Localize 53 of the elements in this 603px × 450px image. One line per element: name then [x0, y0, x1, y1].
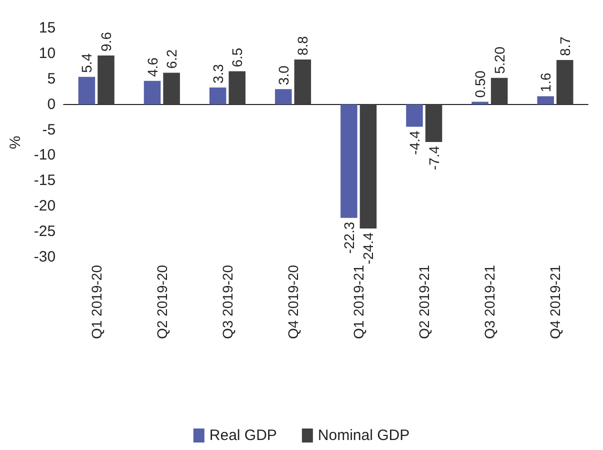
- bar: [163, 72, 180, 104]
- y-tick-label: -15: [34, 172, 56, 190]
- bar: [406, 104, 423, 127]
- x-tick-label: Q3 2019-21: [482, 264, 498, 339]
- x-tick-label: Q1 2019-20: [88, 264, 104, 339]
- data-label: -7.4: [426, 146, 442, 170]
- y-tick-label: -10: [34, 146, 56, 164]
- bar: [556, 60, 574, 104]
- data-label: -22.3: [340, 222, 357, 254]
- data-label: 3.3: [210, 64, 226, 84]
- legend-label: Real GDP: [209, 427, 277, 444]
- bar: [78, 76, 96, 104]
- y-tick-label: -30: [34, 248, 56, 266]
- data-label: 3.0: [275, 65, 292, 86]
- data-label: 8.7: [556, 36, 573, 56]
- bar: [472, 102, 488, 104]
- data-label: 4.6: [144, 57, 160, 77]
- y-tick-label: 10: [38, 44, 56, 62]
- y-tick-label: -20: [34, 198, 56, 215]
- legend-label: Nominal GDP: [318, 427, 410, 444]
- y-tick-label: 15: [38, 20, 56, 36]
- bar: [340, 104, 358, 218]
- y-tick-label: 0: [47, 96, 56, 113]
- x-tick-label: Q2 2019-20: [154, 264, 170, 339]
- data-label: 0.50: [472, 70, 488, 98]
- data-label: 6.2: [164, 49, 180, 69]
- x-tick-label: Q4 2019-20: [285, 264, 302, 339]
- bar: [537, 96, 554, 104]
- data-label: -24.4: [360, 232, 376, 264]
- x-tick-label: Q1 2019-21: [350, 264, 367, 339]
- y-tick-label: -25: [34, 223, 56, 240]
- x-tick-label: Q3 2019-20: [219, 264, 236, 339]
- x-tick-label: Q2 2019-21: [416, 264, 432, 339]
- bar: [98, 55, 114, 104]
- bar: [425, 104, 442, 142]
- y-tick-label: 5: [47, 70, 56, 88]
- data-label: 1.6: [538, 72, 554, 92]
- y-axis-title: %: [7, 136, 24, 150]
- y-tick-label: -5: [42, 121, 56, 138]
- bar: [209, 88, 226, 104]
- data-label: -4.4: [406, 130, 422, 155]
- bar: [274, 89, 292, 104]
- x-tick-label: Q4 2019-21: [547, 264, 564, 339]
- bar: [144, 80, 161, 104]
- bar: [490, 78, 508, 104]
- bar: [294, 60, 312, 104]
- data-label: 5.20: [491, 46, 508, 74]
- bar: [360, 104, 377, 228]
- bar: [228, 71, 246, 104]
- data-label: 5.4: [78, 53, 95, 73]
- data-label: 8.8: [294, 36, 311, 56]
- data-label: 9.6: [98, 32, 114, 52]
- data-label: 6.5: [229, 48, 246, 68]
